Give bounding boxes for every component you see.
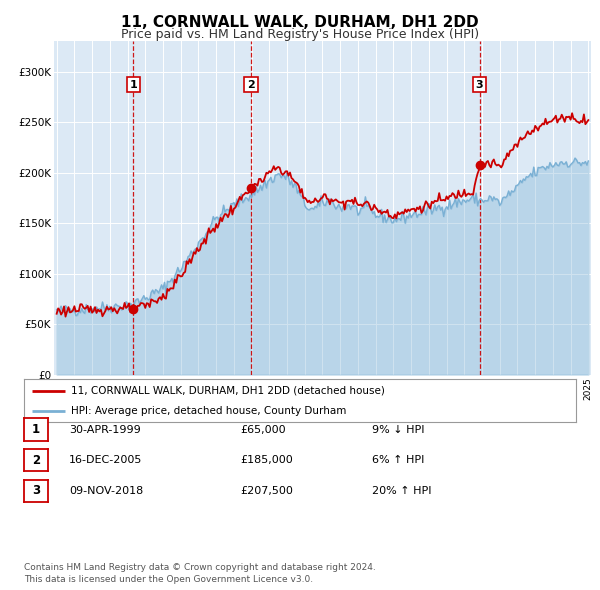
Text: 20% ↑ HPI: 20% ↑ HPI (372, 486, 431, 496)
Text: HPI: Average price, detached house, County Durham: HPI: Average price, detached house, Coun… (71, 407, 346, 416)
Text: 11, CORNWALL WALK, DURHAM, DH1 2DD (detached house): 11, CORNWALL WALK, DURHAM, DH1 2DD (deta… (71, 386, 385, 396)
Text: 6% ↑ HPI: 6% ↑ HPI (372, 455, 424, 465)
Text: 09-NOV-2018: 09-NOV-2018 (69, 486, 143, 496)
Text: 30-APR-1999: 30-APR-1999 (69, 425, 141, 434)
Text: 11, CORNWALL WALK, DURHAM, DH1 2DD: 11, CORNWALL WALK, DURHAM, DH1 2DD (121, 15, 479, 30)
Text: 3: 3 (476, 80, 484, 90)
Text: £207,500: £207,500 (240, 486, 293, 496)
Text: 2: 2 (247, 80, 255, 90)
Text: Contains HM Land Registry data © Crown copyright and database right 2024.: Contains HM Land Registry data © Crown c… (24, 563, 376, 572)
Text: 1: 1 (32, 423, 40, 436)
Text: This data is licensed under the Open Government Licence v3.0.: This data is licensed under the Open Gov… (24, 575, 313, 584)
Text: 1: 1 (130, 80, 137, 90)
Text: Price paid vs. HM Land Registry's House Price Index (HPI): Price paid vs. HM Land Registry's House … (121, 28, 479, 41)
Text: £185,000: £185,000 (240, 455, 293, 465)
Text: 9% ↓ HPI: 9% ↓ HPI (372, 425, 425, 434)
Text: 3: 3 (32, 484, 40, 497)
Text: 16-DEC-2005: 16-DEC-2005 (69, 455, 142, 465)
Text: 2: 2 (32, 454, 40, 467)
Text: £65,000: £65,000 (240, 425, 286, 434)
